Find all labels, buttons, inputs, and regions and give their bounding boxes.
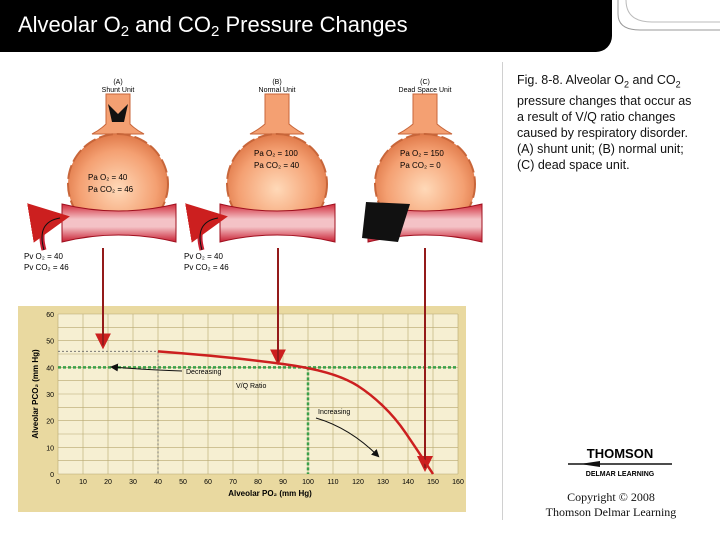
x-tick-label: 20 — [104, 479, 112, 486]
svg-text:THOMSON: THOMSON — [587, 446, 653, 461]
x-tick-label: 90 — [279, 479, 287, 486]
svg-text:Pa O₂ = 150: Pa O₂ = 150 — [400, 149, 444, 158]
svg-text:Increasing: Increasing — [318, 409, 350, 416]
x-tick-label: 140 — [402, 479, 414, 486]
title-bar: Alveolar O2 and CO2 Pressure Changes — [0, 0, 612, 52]
x-tick-label: 40 — [154, 479, 162, 486]
svg-text:Pv O₂ = 40: Pv O₂ = 40 — [24, 252, 63, 261]
figure-caption: Fig. 8-8. Alveolar O2 and CO2 pressure c… — [517, 73, 692, 172]
decorative-lines — [617, 0, 720, 31]
copyright: Copyright © 2008 Thomson Delmar Learning — [545, 490, 677, 519]
x-tick-label: 30 — [129, 479, 137, 486]
y-axis-label: Alveolar PCO₂ (mm Hg) — [31, 349, 40, 439]
venous-arrow-b — [185, 203, 228, 251]
x-tick-label: 10 — [79, 479, 87, 486]
svg-text:Dead Space Unit: Dead Space Unit — [399, 87, 452, 94]
separator-line — [502, 62, 503, 520]
svg-text:DELMAR LEARNING: DELMAR LEARNING — [586, 471, 655, 478]
x-tick-label: 60 — [204, 479, 212, 486]
x-tick-label: 160 — [452, 479, 464, 486]
svg-text:V/Q Ratio: V/Q Ratio — [236, 383, 266, 390]
annotation-increasing: Increasing — [315, 409, 380, 458]
chart-grid — [57, 313, 459, 475]
svg-text:Pa O₂ = 100: Pa O₂ = 100 — [254, 149, 298, 158]
slide-title: Alveolar O2 and CO2 Pressure Changes — [18, 12, 408, 40]
venous-arrow-a — [27, 203, 70, 251]
y-tick-label: 30 — [46, 392, 54, 399]
y-tick-labels: 0 10 20 30 40 50 60 — [46, 312, 54, 479]
x-tick-label: 100 — [302, 479, 314, 486]
unit-label-c: (C) Dead Space Unit — [399, 79, 452, 94]
annotation-decreasing: Decreasing — [110, 363, 222, 376]
svg-text:Pa O₂ = 40: Pa O₂ = 40 — [88, 173, 128, 182]
capillary-a — [61, 203, 177, 243]
venous-values-b: Pv O₂ = 40 Pv CO₂ = 46 — [184, 252, 229, 272]
x-tick-label: 70 — [229, 479, 237, 486]
y-tick-label: 50 — [46, 339, 54, 346]
y-tick-label: 10 — [46, 445, 54, 452]
capillary-c — [362, 202, 483, 243]
svg-text:Shunt Unit: Shunt Unit — [102, 87, 135, 94]
y-tick-label: 60 — [46, 312, 54, 319]
title-bar-right — [612, 0, 720, 40]
x-tick-label: 50 — [179, 479, 187, 486]
x-tick-labels: 0 10 20 30 40 50 60 70 80 90 100 110 120 130 140 150 160 — [56, 479, 464, 486]
alveolus-a: Pa O₂ = 40 Pa CO₂ = 46 — [67, 93, 169, 235]
publisher-logo: THOMSON DELMAR LEARNING — [568, 446, 672, 478]
y-tick-label: 0 — [50, 472, 54, 479]
svg-text:Pv O₂ = 40: Pv O₂ = 40 — [184, 252, 223, 261]
svg-text:(C): (C) — [420, 79, 430, 86]
svg-text:Pa CO₂ = 0: Pa CO₂ = 0 — [400, 161, 441, 170]
x-tick-label: 80 — [254, 479, 262, 486]
x-tick-label: 0 — [56, 479, 60, 486]
svg-text:(A): (A) — [113, 79, 122, 86]
y-tick-label: 20 — [46, 419, 54, 426]
x-tick-label: 110 — [327, 479, 338, 486]
svg-text:Pv CO₂ = 46: Pv CO₂ = 46 — [24, 263, 69, 272]
venous-values-a: Pv O₂ = 40 Pv CO₂ = 46 — [24, 252, 69, 272]
svg-text:(B): (B) — [272, 79, 281, 86]
svg-text:Pa CO₂ = 40: Pa CO₂ = 40 — [254, 161, 300, 170]
svg-text:Decreasing: Decreasing — [186, 369, 222, 376]
figure: (A) Shunt Unit (B) Normal Unit (C) Dead … — [18, 79, 483, 512]
x-tick-label: 150 — [427, 479, 439, 486]
reference-lines — [58, 366, 458, 474]
x-axis-label: Alveolar PO₂ (mm Hg) — [228, 489, 312, 498]
capillary-b — [219, 203, 336, 243]
svg-text:Pa CO₂ = 46: Pa CO₂ = 46 — [88, 185, 134, 194]
unit-label-b: (B) Normal Unit — [259, 79, 296, 94]
svg-text:Normal Unit: Normal Unit — [259, 87, 296, 94]
annotation-vq-ratio: V/Q Ratio — [236, 383, 266, 390]
vq-curve — [157, 350, 435, 475]
svg-text:Pv CO₂ = 46: Pv CO₂ = 46 — [184, 263, 229, 272]
x-tick-label: 130 — [377, 479, 389, 486]
y-tick-label: 40 — [46, 365, 54, 372]
unit-label-a: (A) Shunt Unit — [102, 79, 135, 94]
x-tick-label: 120 — [352, 479, 364, 486]
drop-lines — [58, 248, 433, 474]
